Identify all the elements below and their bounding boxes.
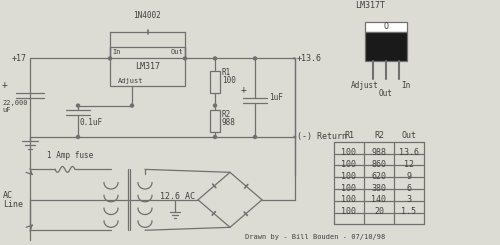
Text: uF: uF (2, 107, 10, 112)
Text: 12.6 AC: 12.6 AC (160, 192, 195, 201)
Circle shape (76, 104, 80, 107)
Text: AC: AC (3, 191, 13, 200)
Text: 1N4002: 1N4002 (134, 11, 161, 20)
Circle shape (214, 135, 216, 138)
Text: 100: 100 (342, 184, 356, 193)
Text: Out: Out (379, 89, 393, 98)
Text: R2: R2 (374, 131, 384, 140)
Text: 1uF: 1uF (269, 93, 283, 102)
Text: In: In (401, 81, 410, 90)
Text: +: + (241, 85, 247, 95)
Bar (110, 47, 185, 86)
Text: 1 Amp fuse: 1 Amp fuse (47, 151, 93, 159)
Text: 620: 620 (372, 172, 386, 181)
Text: 6: 6 (406, 184, 412, 193)
Text: 100: 100 (342, 160, 356, 169)
Text: 988: 988 (372, 148, 386, 157)
Bar (365, 32, 407, 61)
Circle shape (214, 57, 216, 60)
Text: 380: 380 (372, 184, 386, 193)
Circle shape (254, 135, 256, 138)
Polygon shape (294, 57, 297, 60)
Text: R1: R1 (222, 68, 231, 77)
Text: 0.1uF: 0.1uF (80, 118, 103, 127)
Text: 22,000: 22,000 (2, 100, 28, 106)
Circle shape (214, 104, 216, 107)
Polygon shape (294, 135, 297, 138)
Text: 13.6: 13.6 (399, 148, 419, 157)
Bar (210, 71, 220, 93)
Text: +13.6: +13.6 (297, 54, 322, 63)
Text: 100: 100 (342, 195, 356, 204)
Text: Out: Out (402, 131, 416, 140)
Text: Adjust: Adjust (118, 78, 144, 84)
Text: 988: 988 (222, 118, 236, 127)
Text: LM317T: LM317T (355, 1, 385, 10)
Text: LM317: LM317 (135, 62, 160, 71)
Text: 3: 3 (406, 195, 412, 204)
Bar (210, 110, 220, 132)
Circle shape (184, 57, 186, 60)
Text: 100: 100 (342, 172, 356, 181)
Circle shape (254, 57, 256, 60)
Text: (-) Return: (-) Return (297, 133, 347, 141)
Text: 100: 100 (342, 207, 356, 216)
Text: +: + (2, 80, 8, 90)
Text: 860: 860 (372, 160, 386, 169)
Text: 100: 100 (342, 148, 356, 157)
Text: 9: 9 (406, 172, 412, 181)
Text: 1.5: 1.5 (402, 207, 416, 216)
Text: O: O (384, 23, 388, 31)
Text: Line: Line (3, 200, 23, 209)
Circle shape (130, 104, 134, 107)
Text: Adjust: Adjust (351, 81, 379, 90)
Text: In: In (112, 49, 120, 55)
Circle shape (76, 135, 80, 138)
Text: R1: R1 (344, 131, 354, 140)
Text: Drawn by - Bill Bouden - 07/10/98: Drawn by - Bill Bouden - 07/10/98 (245, 234, 385, 240)
Polygon shape (246, 210, 250, 213)
Text: 140: 140 (372, 195, 386, 204)
Text: 100: 100 (222, 76, 236, 85)
Polygon shape (210, 186, 214, 190)
Polygon shape (242, 182, 246, 186)
Text: Out: Out (170, 49, 183, 55)
Polygon shape (214, 214, 218, 217)
Circle shape (108, 57, 112, 60)
Text: +17: +17 (12, 54, 27, 63)
Text: 12: 12 (404, 160, 414, 169)
Text: 20: 20 (374, 207, 384, 216)
Text: R2: R2 (222, 110, 231, 120)
Bar (365, 22, 407, 32)
